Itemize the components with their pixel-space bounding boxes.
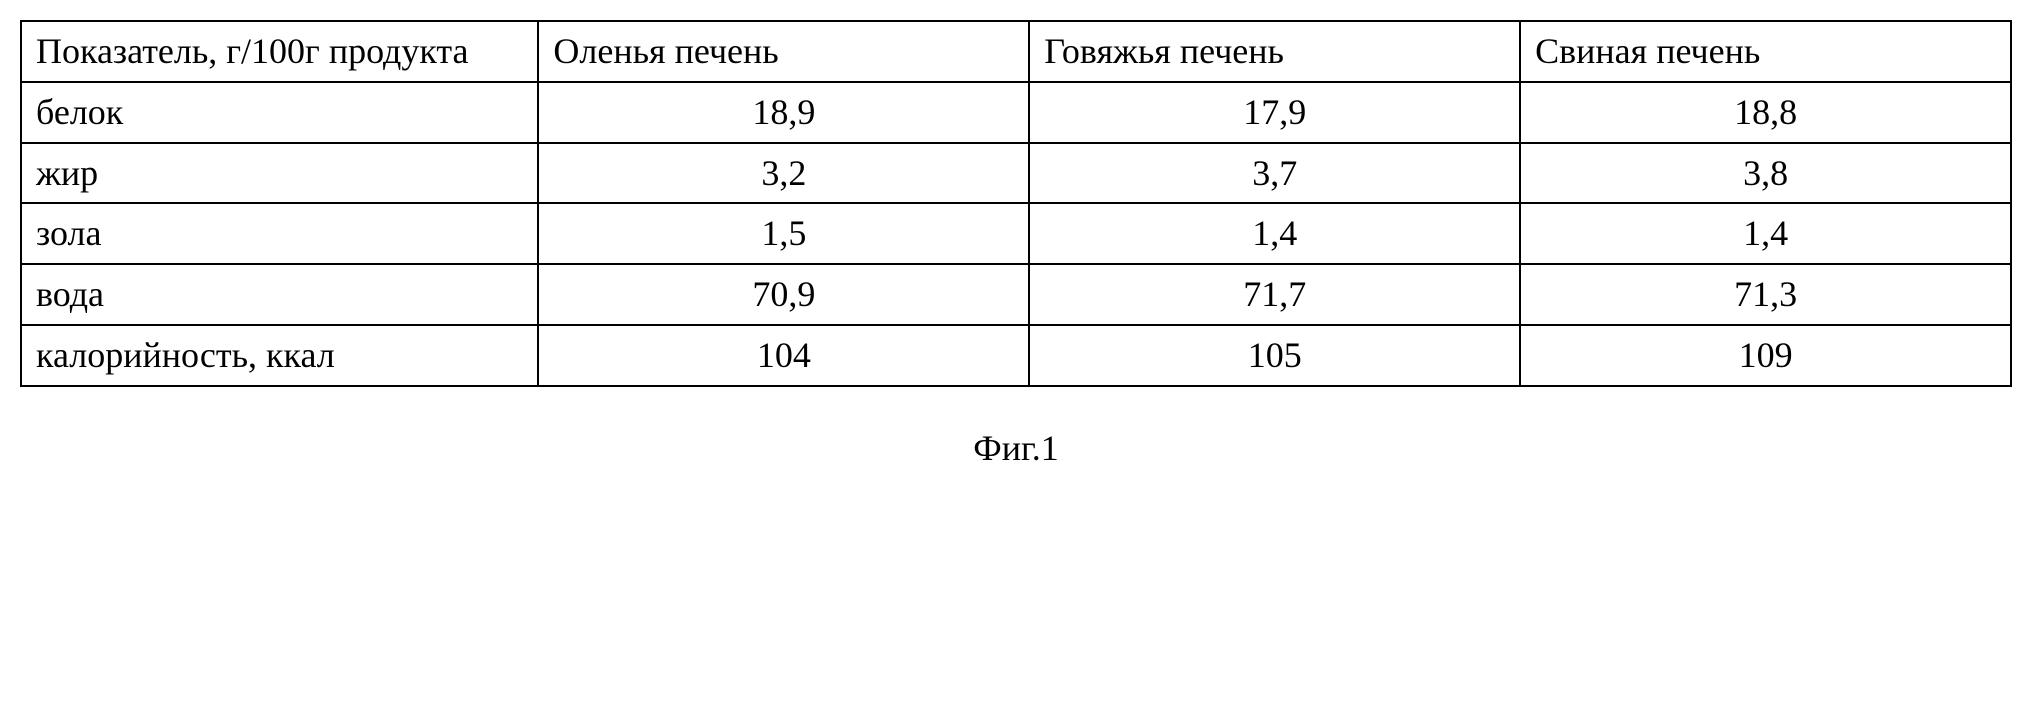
table-container: Показатель, г/100г продукта Оленья печен…: [20, 20, 2012, 469]
table-row: зола 1,5 1,4 1,4: [21, 203, 2011, 264]
table-row: калорийность, ккал 104 105 109: [21, 325, 2011, 386]
row-label: зола: [21, 203, 538, 264]
cell-value: 3,2: [538, 143, 1029, 204]
col-header-indicator: Показатель, г/100г продукта: [21, 21, 538, 82]
row-label: белок: [21, 82, 538, 143]
table-header-row: Показатель, г/100г продукта Оленья печен…: [21, 21, 2011, 82]
col-header-deer: Оленья печень: [538, 21, 1029, 82]
cell-value: 1,4: [1029, 203, 1520, 264]
cell-value: 71,3: [1520, 264, 2011, 325]
table-row: жир 3,2 3,7 3,8: [21, 143, 2011, 204]
cell-value: 105: [1029, 325, 1520, 386]
row-label: калорийность, ккал: [21, 325, 538, 386]
cell-value: 71,7: [1029, 264, 1520, 325]
cell-value: 104: [538, 325, 1029, 386]
col-header-pork: Свиная печень: [1520, 21, 2011, 82]
col-header-beef: Говяжья печень: [1029, 21, 1520, 82]
table-row: вода 70,9 71,7 71,3: [21, 264, 2011, 325]
cell-value: 109: [1520, 325, 2011, 386]
row-label: вода: [21, 264, 538, 325]
cell-value: 1,4: [1520, 203, 2011, 264]
row-label: жир: [21, 143, 538, 204]
cell-value: 17,9: [1029, 82, 1520, 143]
table-row: белок 18,9 17,9 18,8: [21, 82, 2011, 143]
cell-value: 1,5: [538, 203, 1029, 264]
cell-value: 70,9: [538, 264, 1029, 325]
cell-value: 18,9: [538, 82, 1029, 143]
cell-value: 18,8: [1520, 82, 2011, 143]
cell-value: 3,7: [1029, 143, 1520, 204]
cell-value: 3,8: [1520, 143, 2011, 204]
figure-caption: Фиг.1: [20, 427, 2012, 469]
nutrition-table: Показатель, г/100г продукта Оленья печен…: [20, 20, 2012, 387]
